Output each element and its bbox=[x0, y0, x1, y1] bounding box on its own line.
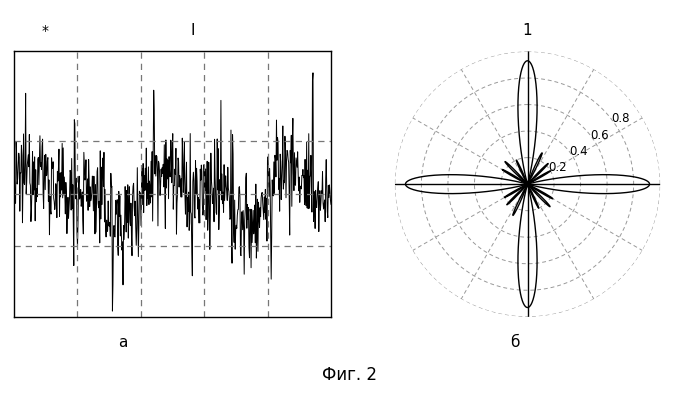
Text: 0.6: 0.6 bbox=[590, 129, 609, 142]
Text: 0.8: 0.8 bbox=[611, 112, 629, 125]
Text: *: * bbox=[42, 24, 49, 38]
Text: I: I bbox=[190, 23, 195, 38]
Text: а: а bbox=[118, 335, 127, 350]
Text: б: б bbox=[510, 335, 519, 350]
Text: 0.4: 0.4 bbox=[569, 145, 588, 158]
Text: 1: 1 bbox=[523, 23, 532, 38]
Text: 0.2: 0.2 bbox=[548, 161, 567, 174]
Text: Фиг. 2: Фиг. 2 bbox=[323, 366, 377, 384]
